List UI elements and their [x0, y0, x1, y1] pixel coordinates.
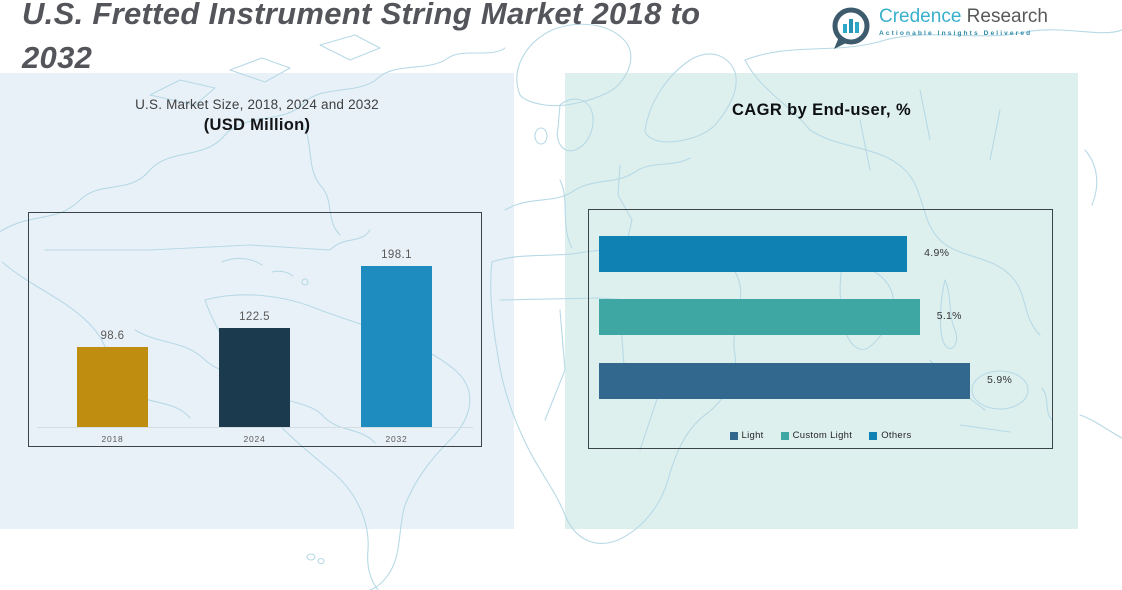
legend-swatch-icon — [869, 431, 878, 440]
bar-group-2024: 122.5 — [219, 311, 290, 428]
us-market-chart-title-text: U.S. Market Size, 2018, 2024 and 2032 — [135, 97, 379, 112]
logo-tagline: Actionable Insights Delivered — [879, 30, 1033, 37]
legend-item-custom-light: Custom Light — [780, 430, 853, 441]
hbar-value-label: 5.1% — [936, 310, 962, 322]
cagr-legend: Light Custom Light Others — [589, 430, 1052, 441]
page-title-line2: 2032 — [22, 40, 93, 76]
hbar-light — [599, 363, 970, 399]
page-title-line1: U.S. Fretted Instrument String Market 20… — [22, 0, 701, 31]
bar-group-2032: 198.1 — [361, 249, 432, 428]
legend-swatch-icon — [780, 431, 789, 440]
legend-label: Others — [881, 430, 912, 441]
x-tick-label: 2018 — [101, 434, 124, 444]
legend-label: Custom Light — [792, 430, 853, 441]
us-market-x-tick-labels: 2018 2024 2032 — [77, 434, 432, 444]
legend-item-others: Others — [869, 430, 911, 441]
legend-label: Light — [741, 430, 764, 441]
page-title: U.S. Fretted Instrument String Market 20… — [22, 0, 812, 80]
us-market-chart-title: U.S. Market Size, 2018, 2024 and 2032 (U… — [0, 97, 514, 135]
bar-2024 — [219, 327, 290, 428]
bar-group-2018: 98.6 — [77, 330, 148, 428]
legend-swatch-icon — [729, 431, 738, 440]
hbar-value-label: 4.9% — [924, 247, 950, 259]
logo-chart-bubble-icon — [832, 7, 870, 49]
bar-value-label: 198.1 — [381, 248, 412, 261]
us-market-plot-area: 98.6 122.5 198.1 — [77, 213, 432, 428]
cagr-by-end-user-chart: Light Custom Light Others 4.9% 5.1% 5.9% — [588, 209, 1053, 449]
hbar-others — [599, 236, 908, 272]
hbar-custom-light — [599, 299, 920, 335]
bar-value-label: 122.5 — [239, 310, 270, 323]
cagr-chart-title-block: CAGR by End-user, % — [565, 101, 1078, 120]
hbar-value-label: 5.9% — [987, 374, 1013, 386]
bar-2018 — [77, 347, 148, 428]
bar-value-label: 98.6 — [100, 330, 125, 343]
us-market-chart-subtitle: (USD Million) — [203, 116, 311, 134]
legend-item-light: Light — [729, 430, 764, 441]
x-tick-label: 2024 — [243, 434, 266, 444]
bar-2032 — [361, 265, 432, 428]
x-tick-label: 2032 — [385, 434, 408, 444]
us-market-size-chart: 98.6 122.5 198.1 2018 2024 2032 — [28, 212, 482, 447]
logo-brand-name: Credence Research — [879, 6, 1048, 27]
cagr-chart-title: CAGR by End-user, % — [731, 101, 912, 119]
us-market-x-axis — [37, 427, 473, 428]
credence-research-logo: Credence Research Actionable Insights De… — [830, 6, 1048, 50]
